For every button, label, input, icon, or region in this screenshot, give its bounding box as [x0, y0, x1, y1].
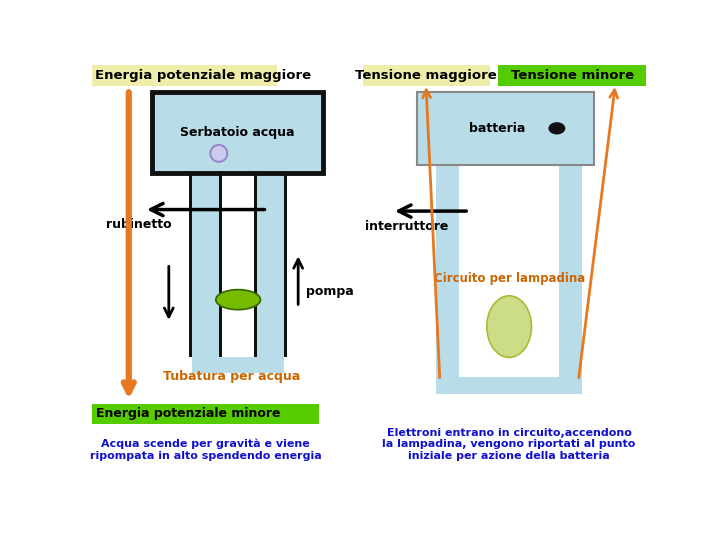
- Text: Circuito per lampadina: Circuito per lampadina: [433, 272, 585, 285]
- Text: Energia potenziale minore: Energia potenziale minore: [96, 407, 281, 420]
- Bar: [257, 173, 284, 357]
- Text: Serbatoio acqua: Serbatoio acqua: [180, 126, 294, 139]
- Text: Elettroni entrano in circuito,accendono
la lampadina, vengono riportati al punto: Elettroni entrano in circuito,accendono …: [382, 428, 636, 461]
- Text: Tubatura per acqua: Tubatura per acqua: [163, 370, 300, 383]
- Bar: [363, 65, 490, 86]
- Bar: [436, 165, 459, 377]
- Text: interruttore: interruttore: [365, 220, 449, 233]
- Text: rubinetto: rubinetto: [106, 219, 171, 232]
- Text: Energia potenziale maggiore: Energia potenziale maggiore: [95, 69, 311, 82]
- Bar: [417, 92, 594, 165]
- Text: Tensione minore: Tensione minore: [510, 69, 634, 82]
- Bar: [284, 173, 287, 357]
- Bar: [436, 377, 582, 394]
- Bar: [559, 165, 582, 377]
- Bar: [189, 173, 192, 357]
- Ellipse shape: [216, 289, 261, 309]
- Text: batteria: batteria: [469, 122, 526, 135]
- Bar: [192, 357, 284, 373]
- Text: Tensione maggiore: Tensione maggiore: [355, 69, 497, 82]
- Text: pompa: pompa: [306, 286, 354, 299]
- Circle shape: [210, 145, 228, 162]
- Bar: [219, 173, 222, 357]
- Ellipse shape: [549, 122, 565, 134]
- Ellipse shape: [487, 296, 531, 357]
- Bar: [92, 65, 276, 86]
- Bar: [254, 173, 257, 357]
- Bar: [498, 65, 647, 86]
- Text: Acqua scende per gravità e viene
ripompata in alto spendendo energia: Acqua scende per gravità e viene ripompa…: [90, 438, 322, 461]
- Bar: [92, 403, 319, 424]
- Bar: [192, 173, 219, 357]
- Bar: [152, 92, 323, 173]
